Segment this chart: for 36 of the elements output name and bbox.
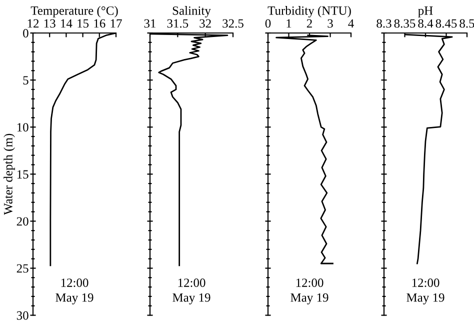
y-axis-title: Water depth (m) <box>4 134 15 215</box>
annotation: 12:00 May 19 <box>56 278 94 304</box>
x-tick-label: 14 <box>61 19 72 28</box>
x-axis-title: pH <box>418 6 433 18</box>
x-tick-label: 0 <box>265 19 271 28</box>
x-tick-label: 8.4 <box>418 19 434 28</box>
y-tick-label: 25 <box>16 264 28 273</box>
x-tick-label: 8.3 <box>376 19 392 28</box>
x-tick-label: 2 <box>306 19 312 28</box>
x-tick-label: 15 <box>78 19 89 28</box>
x-tick-label: 8.45 <box>436 19 457 28</box>
annotation: 12:00 May 19 <box>290 278 328 304</box>
x-tick-label: 31 <box>144 19 156 28</box>
x-tick-label: 13 <box>44 19 56 28</box>
x-tick-label: 32 <box>200 19 211 28</box>
annotation: 12:00 May 19 <box>172 278 210 304</box>
y-tick-label: 0 <box>23 29 28 38</box>
x-axis-title: Temperature (°C) <box>30 6 118 18</box>
y-tick-label: 15 <box>17 170 28 179</box>
x-tick-label: 8.5 <box>460 19 474 28</box>
x-tick-label: 16 <box>94 19 106 28</box>
x-tick-label: 31.5 <box>167 19 188 28</box>
annotation: 12:00 May 19 <box>406 278 444 304</box>
x-axis-title: Turbidity (NTU) <box>268 6 351 18</box>
y-tick-label: 20 <box>16 217 28 226</box>
x-tick-label: 32.5 <box>222 19 244 28</box>
x-tick-label: 8.35 <box>394 19 416 28</box>
x-tick-label: 4 <box>348 19 354 28</box>
y-tick-label: 10 <box>17 123 28 132</box>
y-tick-label: 5 <box>23 76 28 84</box>
x-tick-label: 1 <box>286 19 292 28</box>
x-tick-label: 17 <box>110 19 122 28</box>
x-tick-label: 12 <box>28 19 39 28</box>
x-axis-title: Salinity <box>172 6 211 18</box>
x-tick-label: 3 <box>328 19 333 28</box>
y-tick-label: 30 <box>16 311 28 320</box>
